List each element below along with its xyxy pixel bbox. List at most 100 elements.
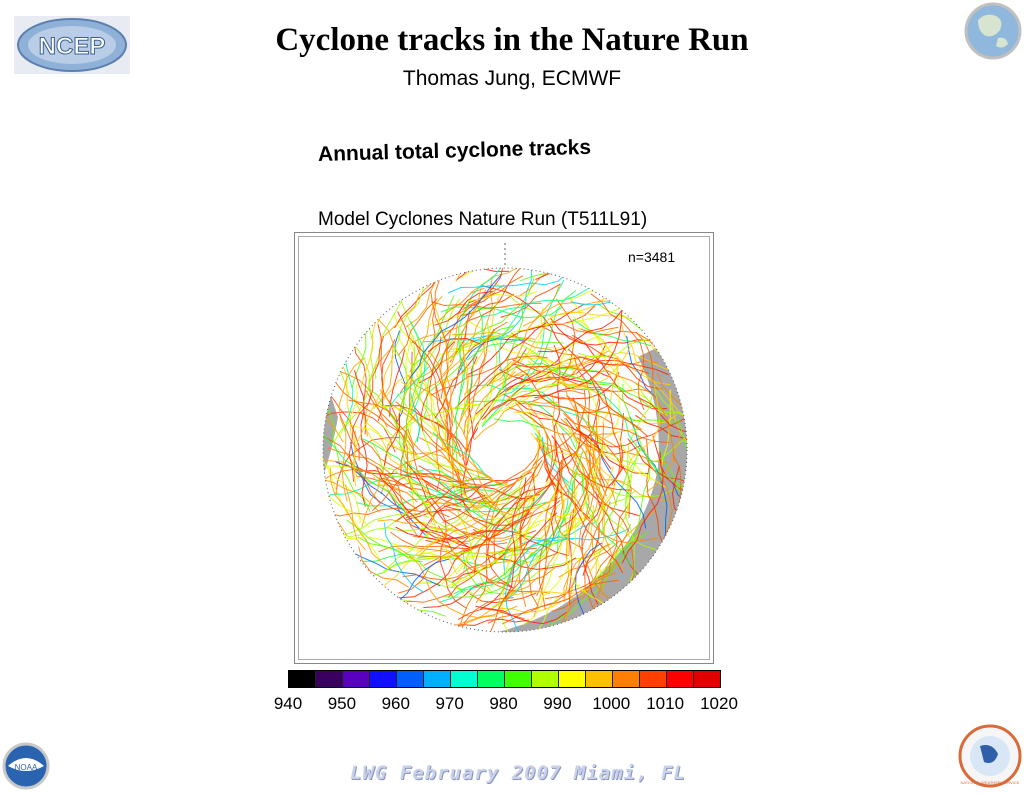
cyclone-track: [505, 521, 596, 602]
cyclone-track: [323, 448, 381, 513]
cyclone-track: [479, 512, 558, 610]
cyclone-track: [450, 324, 515, 351]
colorbar-segment: [531, 671, 558, 687]
cyclone-track: [493, 418, 549, 430]
colorbar-tick-label: 940: [273, 694, 303, 713]
cyclone-track: [493, 281, 541, 313]
cyclone-track: [384, 293, 421, 337]
svg-text:NOAA: NOAA: [15, 763, 38, 772]
cyclone-track: [389, 366, 429, 407]
cyclone-track: [475, 605, 568, 625]
cyclone-track: [578, 339, 687, 370]
cyclone-track: [506, 588, 590, 597]
cyclone-track: [565, 417, 612, 470]
cyclone-track: [407, 428, 467, 487]
cyclone-track: [572, 318, 652, 347]
cyclone-track: [522, 471, 578, 512]
cyclone-track: [481, 384, 526, 421]
cyclone-track: [578, 423, 668, 463]
cyclone-track: [621, 435, 664, 564]
cyclone-track: [348, 335, 385, 482]
cyclone-track: [410, 321, 426, 415]
cyclone-track: [357, 536, 409, 559]
cyclone-track: [519, 459, 543, 607]
colorbar: [288, 670, 721, 688]
cyclone-track: [394, 268, 449, 329]
cyclone-track: [554, 421, 599, 492]
land-mask-east: [498, 347, 687, 632]
cyclone-track: [546, 345, 561, 482]
cyclone-track: [376, 400, 498, 483]
cyclone-track: [655, 389, 687, 448]
cyclone-track: [323, 468, 418, 503]
plot-frame: [294, 232, 714, 664]
cyclone-track: [504, 536, 573, 632]
cyclone-track: [430, 290, 449, 399]
plot-title: Model Cyclones Nature Run (T511L91): [318, 209, 648, 230]
cyclone-track: [528, 441, 609, 568]
cyclone-track: [387, 443, 517, 517]
cyclone-track: [535, 437, 618, 506]
colorbar-segment: [504, 671, 531, 687]
colorbar-segment: [639, 671, 666, 687]
cyclone-track: [576, 437, 641, 455]
globe-logo: [964, 2, 1022, 60]
cyclone-track: [677, 417, 687, 524]
cyclone-track: [418, 469, 458, 575]
cyclone-track: [668, 390, 687, 485]
colorbar-tick-label: 980: [489, 694, 518, 713]
cyclone-track: [534, 295, 623, 399]
cyclone-track: [574, 542, 620, 632]
page-subtitle: Thomas Jung, ECMWF: [402, 67, 622, 90]
cyclone-track: [353, 398, 392, 458]
cyclone-track: [567, 348, 622, 486]
cyclone-track: [660, 448, 687, 536]
cyclone-track: [396, 324, 416, 418]
colorbar-tick-label: 960: [381, 694, 410, 713]
cyclone-track: [592, 464, 651, 588]
cyclone-track: [410, 274, 502, 378]
cyclone-track: [483, 512, 533, 542]
cyclone-track: [609, 393, 653, 536]
land-mask-west: [323, 387, 338, 477]
cyclone-track: [437, 525, 550, 594]
cyclone-track: [323, 387, 360, 461]
cyclone-track: [354, 370, 368, 507]
cyclone-track: [502, 393, 554, 418]
noaa-logo: NOAA: [2, 742, 50, 790]
cyclone-track: [361, 474, 381, 528]
cyclone-track: [405, 268, 437, 328]
cyclone-track: [552, 345, 632, 388]
cyclone-track: [353, 430, 357, 487]
cyclone-track: [626, 385, 660, 472]
plot-frame-inner: [298, 236, 710, 660]
colorbar-segment: [585, 671, 612, 687]
svg-text:NATIONAL WEATHER SERVICE: NATIONAL WEATHER SERVICE: [961, 780, 1020, 785]
cyclone-track: [475, 340, 577, 415]
cyclone-track: [361, 553, 486, 567]
cyclone-track: [377, 519, 514, 543]
colorbar-segment: [423, 671, 450, 687]
cyclone-track: [580, 328, 687, 357]
cyclone-track: [600, 446, 642, 536]
cyclone-track: [582, 523, 600, 576]
cyclone-track: [446, 321, 508, 424]
cyclone-track: [338, 357, 366, 502]
cyclone-track: [481, 303, 526, 428]
cyclone-track: [584, 445, 607, 497]
cyclone-track: [527, 360, 613, 386]
cyclone-track: [339, 413, 418, 511]
svg-text:NCEP: NCEP: [39, 33, 106, 60]
cyclone-track: [440, 296, 500, 385]
cyclone-track: [453, 487, 492, 592]
cyclone-track: [596, 430, 606, 487]
cyclone-track: [356, 484, 507, 507]
cyclone-track: [427, 459, 520, 504]
cyclone-track: [550, 321, 619, 334]
cyclone-track: [323, 406, 408, 515]
cyclone-track: [425, 484, 468, 609]
colorbar-segment: [450, 671, 477, 687]
cyclone-track: [476, 493, 536, 603]
cyclone-track: [454, 338, 526, 389]
cyclone-track: [437, 476, 492, 492]
